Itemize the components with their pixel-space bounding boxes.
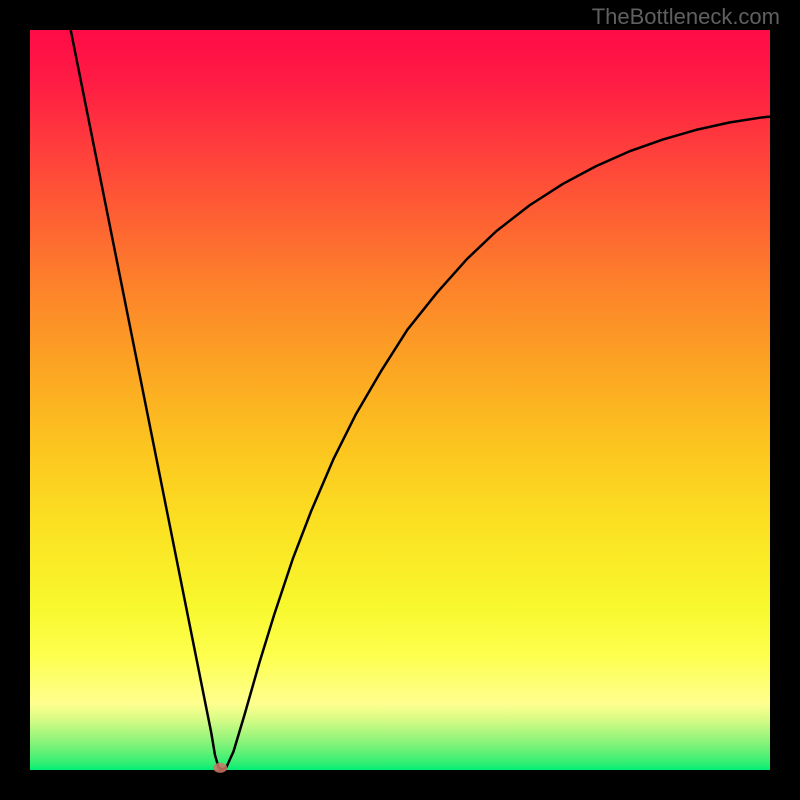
watermark-text: TheBottleneck.com — [592, 4, 780, 30]
chart-container: TheBottleneck.com — [0, 0, 800, 800]
minimum-marker — [213, 763, 227, 773]
bottleneck-chart — [0, 0, 800, 800]
